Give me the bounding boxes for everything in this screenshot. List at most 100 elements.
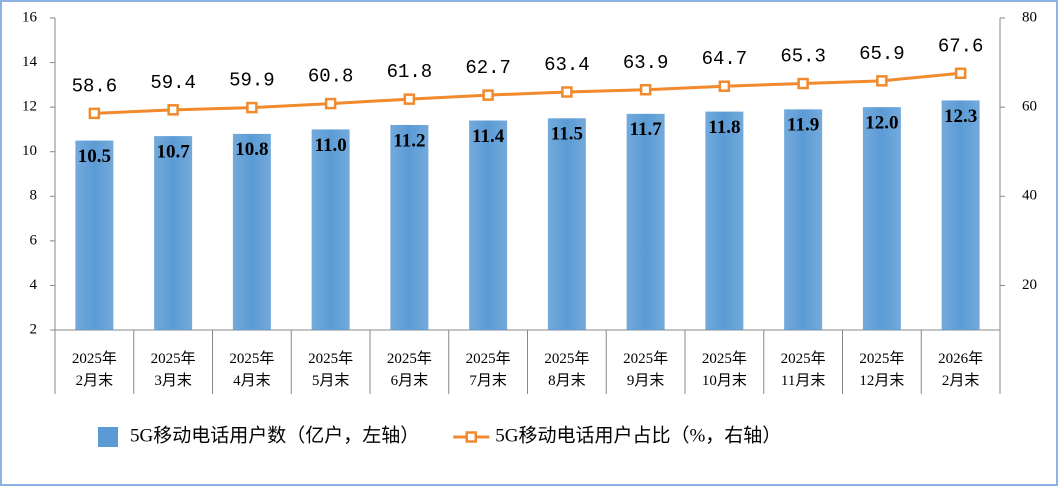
x-tick-label-line: 2025年	[544, 350, 589, 367]
bar-value-label: 11.4	[472, 126, 505, 147]
bar-value-label: 12.0	[865, 113, 898, 134]
bar-value-label: 11.5	[551, 124, 583, 145]
x-tick-label-line: 2025年	[387, 350, 432, 367]
line-value-label: 63.4	[544, 54, 590, 76]
line-marker	[561, 86, 573, 98]
legend-label: 5G移动电话用户占比（%，右轴）	[495, 424, 781, 446]
x-tick-label-line: 5月末	[312, 372, 350, 389]
line-marker	[167, 104, 179, 116]
x-tick-label-line: 9月末	[627, 372, 665, 389]
y-tick-label: 6	[30, 232, 38, 248]
bar	[862, 107, 901, 331]
x-tick-label: 2025年 9月末	[623, 350, 668, 389]
line-marker	[639, 84, 652, 96]
x-tick-label-line: 2025年	[229, 350, 274, 367]
x-tick-label-line: 2025年	[859, 350, 904, 367]
y-tick-label: 4	[30, 277, 38, 293]
line-value-label: 65.3	[780, 46, 826, 68]
x-tick-label: 2025年 4月末	[229, 350, 274, 389]
y2-tick-label: 60	[1022, 99, 1037, 115]
line	[94, 71, 961, 115]
line-marker	[876, 75, 888, 87]
x-tick-label-line: 2月末	[76, 372, 114, 389]
line-marker	[718, 80, 731, 92]
x-tick-label: 2025年 11月末	[781, 350, 826, 389]
bar	[75, 140, 114, 330]
x-tick-label-line: 11月末	[781, 372, 825, 389]
x-tick-label-line: 2025年	[308, 350, 353, 367]
line-value-label: 67.6	[938, 35, 984, 57]
x-tick-label-line: 6月末	[391, 372, 429, 389]
bar-value-label: 10.7	[157, 141, 191, 162]
bar	[941, 100, 980, 330]
bar	[154, 136, 193, 330]
line-marker	[797, 77, 809, 90]
x-tick-label-line: 8月末	[548, 372, 586, 389]
x-tick-label-line: 2月末	[942, 372, 980, 389]
bar-value-label: 11.0	[315, 135, 347, 156]
line-marker	[482, 89, 494, 101]
x-tick-label-line: 2025年	[72, 350, 117, 367]
x-tick-label-line: 2025年	[151, 350, 196, 367]
x-tick-label-line: 2025年	[466, 350, 511, 367]
bar-value-label: 12.3	[944, 106, 977, 127]
x-tick-label-line: 3月末	[154, 372, 192, 389]
bar-value-label: 10.8	[235, 139, 268, 160]
line-value-label: 62.7	[465, 57, 511, 79]
legend-label: 5G移动电话用户数（亿户，左轴）	[130, 424, 419, 446]
line-value-label: 63.9	[623, 52, 669, 74]
x-tick-label-line: 2026年	[938, 350, 983, 367]
y-tick-label: 2	[30, 321, 38, 337]
bar-value-label: 11.8	[708, 117, 740, 138]
y-tick-label: 12	[22, 99, 37, 115]
x-tick-label-line: 2025年	[781, 350, 826, 367]
bar-value-label: 11.7	[630, 119, 663, 140]
bar-value-label: 11.9	[787, 115, 819, 136]
bar	[469, 120, 508, 330]
y-tick-label: 14	[22, 54, 38, 70]
bar	[784, 109, 823, 330]
line-value-label: 59.4	[150, 72, 196, 94]
line-marker	[88, 107, 101, 120]
line-marker	[324, 97, 337, 110]
y-tick-label: 16	[22, 9, 38, 25]
x-tick-label: 2025年 8月末	[544, 350, 589, 389]
x-tick-label-line: 2025年	[623, 350, 668, 367]
bar	[547, 118, 586, 331]
line-marker	[954, 67, 967, 80]
x-tick-label-line: 12月末	[859, 372, 904, 389]
bar	[232, 133, 271, 330]
line-value-label: 65.9	[859, 43, 905, 65]
bar	[390, 124, 429, 330]
x-tick-label-line: 10月末	[702, 372, 747, 389]
y2-tick-label: 80	[1022, 9, 1037, 25]
x-tick-label: 2025年 10月末	[702, 350, 747, 389]
x-tick-label: 2025年 12月末	[859, 350, 904, 389]
bar	[705, 111, 744, 330]
line-marker	[246, 101, 258, 114]
x-tick-label-line: 2025年	[702, 350, 747, 367]
bar	[626, 113, 665, 330]
line-value-label: 58.6	[72, 75, 118, 97]
x-tick-label: 2025年 5月末	[308, 350, 353, 389]
line-marker	[403, 93, 416, 105]
x-tick-label-line: 7月末	[469, 372, 507, 389]
y-tick-label: 10	[22, 143, 37, 159]
y-tick-label: 8	[30, 188, 38, 204]
line-value-label: 60.8	[308, 66, 354, 88]
x-tick-label-line: 4月末	[233, 372, 271, 389]
y2-tick-label: 40	[1022, 188, 1037, 204]
bar-value-label: 11.2	[393, 130, 425, 151]
x-tick-label: 2025年 6月末	[387, 350, 432, 389]
bar-value-label: 10.5	[78, 146, 111, 167]
line-value-label: 64.7	[702, 48, 748, 70]
bar	[311, 129, 350, 330]
y2-tick-label: 20	[1022, 277, 1037, 293]
x-tick-label: 2026年 2月末	[938, 350, 983, 389]
legend-marker	[465, 431, 477, 443]
x-tick-label: 2025年 2月末	[72, 350, 117, 389]
line-value-label: 59.9	[229, 70, 275, 92]
x-tick-label: 2025年 7月末	[466, 350, 511, 389]
legend-swatch	[98, 427, 118, 447]
